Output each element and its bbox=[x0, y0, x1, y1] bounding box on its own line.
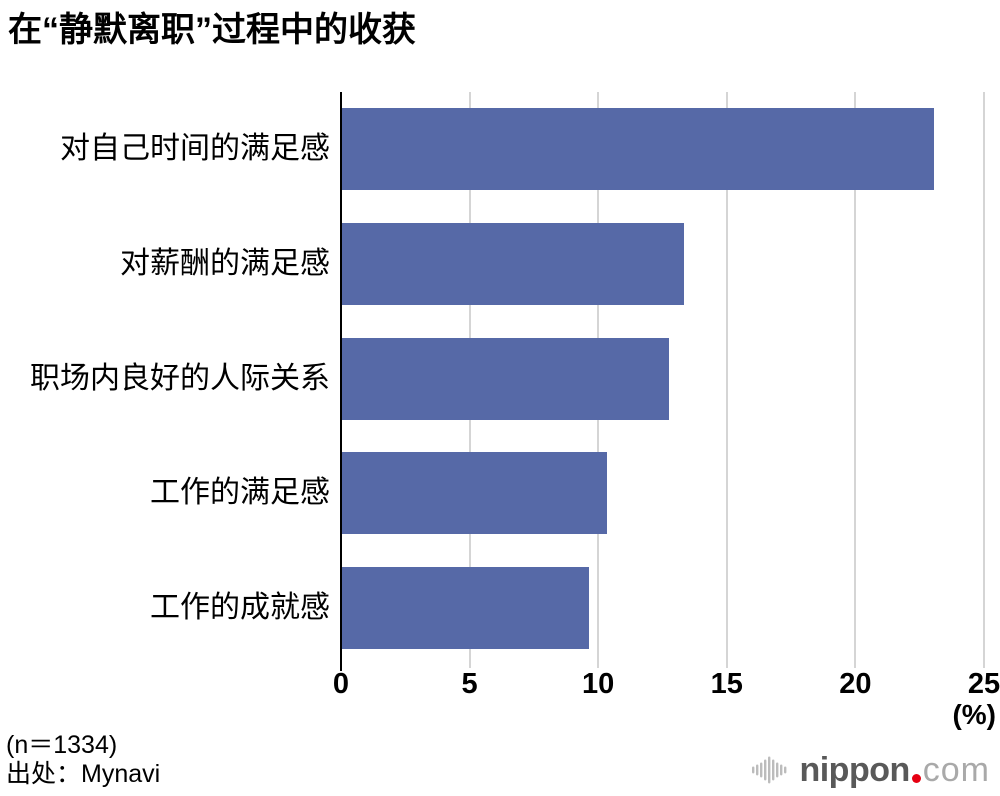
x-tick-label-15: 15 bbox=[710, 668, 743, 700]
sample-size-note: (n＝1334) bbox=[6, 731, 118, 759]
bar-0 bbox=[342, 108, 934, 191]
logo-domain-suffix: com bbox=[922, 750, 990, 789]
bar-1 bbox=[342, 222, 685, 305]
x-tick-label-20: 20 bbox=[839, 668, 872, 700]
chart-footer: (n＝1334) 出处：Mynavi bbox=[6, 731, 160, 789]
x-tick-label-25: 25 bbox=[967, 668, 1000, 700]
category-label-1: 对薪酬的满足感 bbox=[120, 246, 330, 280]
gridline-25 bbox=[983, 92, 985, 668]
soundwave-icon bbox=[752, 756, 787, 784]
x-tick-label-0: 0 bbox=[332, 668, 350, 700]
bar-2 bbox=[342, 337, 669, 420]
x-tick-label-10: 10 bbox=[582, 668, 615, 700]
nippon-logo: nippon com bbox=[751, 750, 990, 790]
gridline-20 bbox=[854, 92, 857, 668]
x-tick-label-5: 5 bbox=[461, 668, 478, 700]
category-label-4: 工作的成就感 bbox=[150, 590, 330, 624]
logo-wordmark: nippon bbox=[799, 750, 910, 789]
bar-3 bbox=[342, 452, 607, 535]
source-note: 出处：Mynavi bbox=[6, 760, 161, 788]
chart-title: 在“静默离职”过程中的收获 bbox=[8, 11, 416, 49]
logo-dot-icon bbox=[911, 774, 921, 783]
category-label-0: 对自己时间的满足感 bbox=[60, 132, 330, 166]
y-axis-line bbox=[340, 92, 342, 671]
bar-4 bbox=[342, 566, 589, 649]
category-label-3: 工作的满足感 bbox=[150, 476, 330, 510]
x-axis-unit-label: (%) bbox=[952, 699, 996, 730]
category-label-2: 职场内良好的人际关系 bbox=[30, 361, 330, 395]
gridline-15 bbox=[725, 92, 728, 668]
